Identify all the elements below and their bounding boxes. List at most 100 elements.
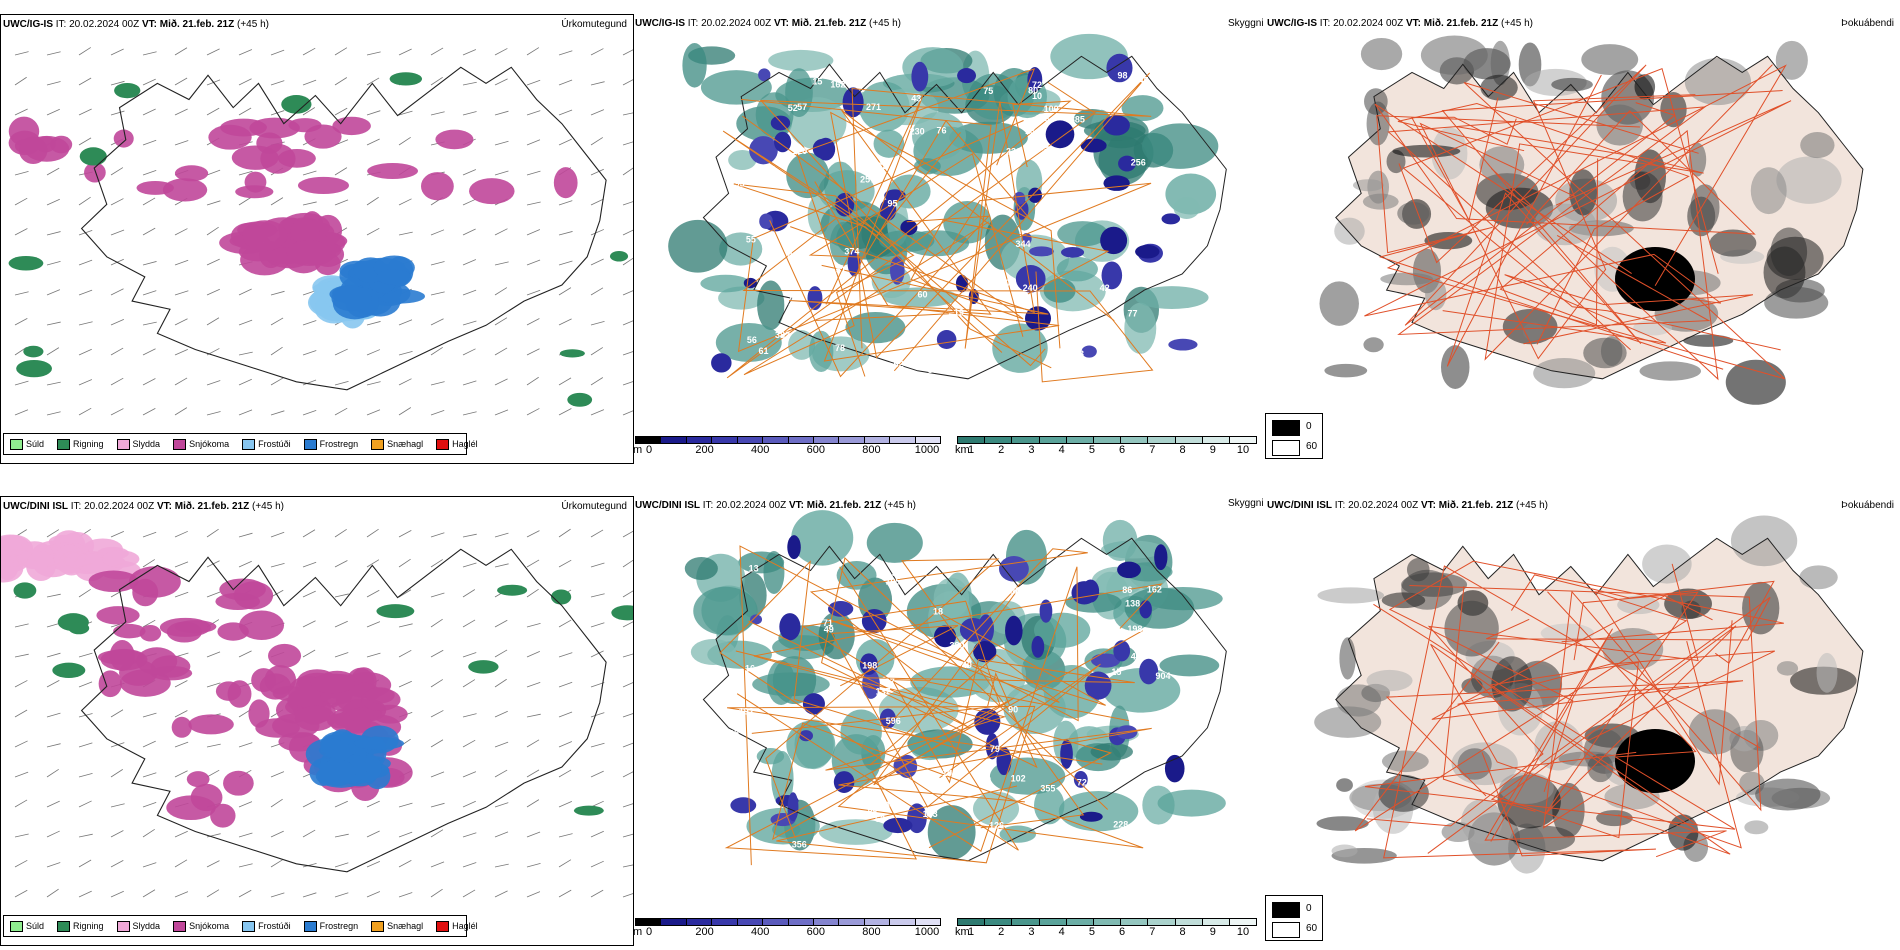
legend-item: Slydda <box>116 920 160 932</box>
visibility-area <box>715 323 782 363</box>
precip-area <box>304 124 342 149</box>
cloudbase-area <box>1024 306 1052 331</box>
wind-barb <box>558 681 573 688</box>
coastline <box>80 548 607 873</box>
wind-barb <box>14 228 28 236</box>
cloudbase-area <box>711 353 732 373</box>
wind-barb <box>526 831 541 838</box>
visibility-area <box>1033 786 1065 825</box>
visibility-area <box>1102 667 1181 713</box>
wind-barb <box>590 529 604 538</box>
wind-barb <box>398 231 413 236</box>
wind-barb <box>142 740 156 748</box>
wind-barb <box>174 140 189 146</box>
wind-barb <box>142 169 157 176</box>
cloudbase-area <box>770 115 791 131</box>
wind-barb <box>14 291 29 296</box>
wind-barb <box>590 258 604 266</box>
height-label: 256 <box>1131 158 1146 168</box>
rain-area <box>68 622 90 635</box>
wind-barb <box>302 800 316 808</box>
wind-barb <box>334 407 348 416</box>
legend-item: Snjókoma <box>173 920 229 932</box>
road-line <box>735 650 1152 803</box>
precip-area <box>251 668 277 693</box>
precip-area <box>223 770 254 796</box>
wind-barb <box>494 261 509 266</box>
wind-barb <box>590 377 604 386</box>
colorbar-cell <box>1039 918 1067 926</box>
fog-area <box>1688 709 1741 755</box>
colorbar-cell <box>737 436 764 444</box>
legend-item: Frostúði <box>242 920 291 932</box>
height-label: 138 <box>1125 599 1140 609</box>
precip-area <box>420 172 454 201</box>
legend-item: Frostregn <box>303 438 358 450</box>
wind-barb <box>174 680 188 688</box>
wind-barb <box>558 79 573 86</box>
wind-barb <box>14 51 29 56</box>
wind-barb <box>430 829 444 838</box>
colorbar-tick: 8 <box>1179 926 1186 938</box>
legend-label: Rigning <box>73 439 104 449</box>
height-label: 245 <box>1134 75 1149 85</box>
wind-barb <box>558 801 572 808</box>
wind-barb <box>334 199 349 206</box>
legend-swatch <box>10 438 23 450</box>
wind-barb <box>526 559 540 568</box>
wind-barb <box>14 170 29 176</box>
road-line <box>1456 64 1773 361</box>
cloudbase-area <box>1031 635 1045 658</box>
fog-area <box>1800 132 1835 159</box>
wind-barb <box>430 261 445 266</box>
wind-barb <box>622 530 633 538</box>
wind-barb <box>526 799 540 808</box>
wind-barb <box>14 771 29 778</box>
height-label: 72 <box>793 253 803 263</box>
precip-area <box>297 176 349 195</box>
cloudbase-area <box>1113 640 1131 662</box>
wind-barb <box>14 318 28 326</box>
height-label: 198 <box>862 660 877 670</box>
road-line <box>809 548 1129 729</box>
wind-barb <box>46 800 60 808</box>
wind-barb <box>46 381 61 386</box>
cloudbase-area <box>779 613 801 641</box>
wind-barb <box>46 261 61 266</box>
wind-barb <box>270 346 283 356</box>
wind-barb <box>526 739 540 748</box>
wind-barb <box>494 563 509 568</box>
fog-area <box>1364 88 1388 115</box>
wind-barb <box>110 288 124 296</box>
visibility-area <box>808 330 834 373</box>
wind-barb <box>238 49 253 56</box>
wind-barb <box>14 346 27 356</box>
colorbar-tick: 3 <box>1028 444 1035 456</box>
fog-legend-label: 0 <box>1306 903 1312 914</box>
wind-barb <box>14 833 29 838</box>
wind-barb <box>558 889 572 898</box>
wind-barb <box>14 197 28 206</box>
wind-barb <box>238 863 253 868</box>
colorbar-tick: 6 <box>1119 926 1126 938</box>
wind-barb <box>526 769 540 778</box>
wind-barb <box>494 769 508 778</box>
wind-barb <box>142 261 157 266</box>
height-label: 72 <box>1077 778 1087 788</box>
wind-barb <box>590 109 605 116</box>
wind-barb <box>430 47 444 56</box>
precip-area <box>233 581 274 610</box>
visibility-area <box>700 70 772 105</box>
road-line <box>1387 106 1711 351</box>
fog-legend-swatch <box>1272 922 1300 938</box>
wind-barb <box>430 618 443 628</box>
colorbar-unit: km <box>955 926 970 938</box>
wind-barb <box>622 79 633 86</box>
height-label: 240 <box>1023 283 1038 293</box>
wind-barb <box>46 679 60 688</box>
wind-barb <box>462 533 477 538</box>
height-label: 95 <box>887 198 897 208</box>
wind-barb <box>558 287 572 296</box>
cloudbase-area <box>977 614 994 645</box>
cloudbase-area <box>985 732 999 760</box>
